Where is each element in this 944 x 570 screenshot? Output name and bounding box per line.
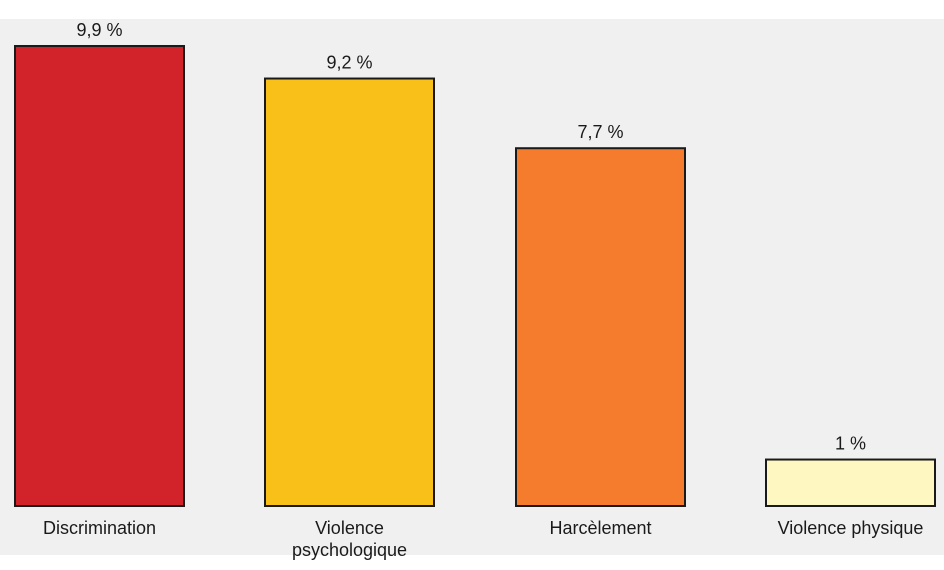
bar-2 [515,147,686,507]
category-label-line: Discrimination [43,518,156,538]
bars-group [14,45,936,508]
category-label-line: Violence [315,518,384,538]
value-label-2: 7,7 % [577,122,623,142]
category-label-3: Violence physique [778,518,924,538]
value-label-0: 9,9 % [76,20,122,40]
category-label-1: Violence psychologique [292,518,407,560]
category-label-line: Harcèlement [549,518,651,538]
bar-0 [14,45,185,507]
value-label-3: 1 % [835,434,866,454]
category-label-line: Violence physique [778,518,924,538]
value-label-1: 9,2 % [326,53,372,73]
category-label-line: psychologique [292,540,407,560]
bar-1 [264,77,435,508]
value-labels-group: 9,9 % 9,2 % 7,7 % 1 % [76,20,866,454]
category-labels-group: Discrimination Violence psychologique Harcè… [43,518,923,560]
bar-3 [765,458,936,507]
category-label-0: Discrimination [43,518,156,538]
category-label-2: Harcèlement [549,518,651,538]
